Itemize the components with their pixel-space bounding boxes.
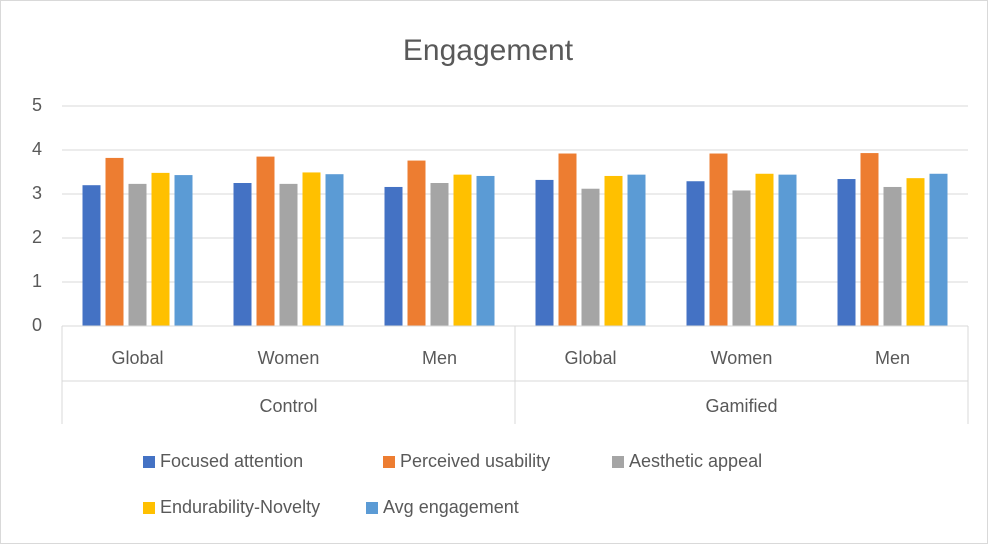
legend-swatch: [143, 502, 155, 514]
bar: [151, 172, 170, 326]
legend-label: Avg engagement: [383, 497, 519, 517]
x-tick-label: Women: [711, 348, 773, 368]
legend-label: Endurability-Novelty: [160, 497, 320, 517]
legend-label: Perceived usability: [400, 451, 550, 471]
legend-swatch: [143, 456, 155, 468]
legend-swatch: [366, 502, 378, 514]
bar: [105, 157, 124, 326]
group-label: Control: [259, 396, 317, 416]
bar: [453, 174, 472, 326]
legend-label: Aesthetic appeal: [629, 451, 762, 471]
x-tick-label: Global: [111, 348, 163, 368]
bar: [558, 153, 577, 326]
x-tick-label: Global: [564, 348, 616, 368]
y-tick-label: 1: [32, 271, 42, 291]
bar: [929, 173, 948, 326]
bar: [837, 179, 856, 326]
y-tick-label: 5: [32, 95, 42, 115]
bar: [535, 179, 554, 326]
bar: [233, 183, 252, 326]
y-tick-label: 3: [32, 183, 42, 203]
bar: [604, 175, 623, 326]
x-tick-label: Men: [422, 348, 457, 368]
bar: [476, 175, 495, 326]
y-tick-label: 4: [32, 139, 42, 159]
legend-label: Focused attention: [160, 451, 303, 471]
bar: [883, 186, 902, 326]
bar: [407, 160, 426, 326]
bar: [627, 174, 646, 326]
bar: [906, 178, 925, 326]
bar: [686, 181, 705, 326]
y-tick-label: 2: [32, 227, 42, 247]
bar: [430, 183, 449, 326]
bar: [82, 185, 101, 326]
chart-title: Engagement: [403, 34, 574, 67]
legend-swatch: [612, 456, 624, 468]
y-tick-label: 0: [32, 315, 42, 335]
group-label: Gamified: [705, 396, 777, 416]
bar: [709, 153, 728, 326]
legend-swatch: [383, 456, 395, 468]
x-tick-label: Men: [875, 348, 910, 368]
bar: [778, 174, 797, 326]
bar: [755, 173, 774, 326]
bar: [732, 190, 751, 326]
bar: [256, 156, 275, 326]
bar: [302, 172, 321, 326]
bar: [384, 186, 403, 326]
bar: [325, 174, 344, 326]
bar: [128, 183, 147, 326]
bar: [581, 188, 600, 326]
x-tick-label: Women: [258, 348, 320, 368]
bar: [860, 153, 879, 326]
bar: [174, 175, 193, 326]
bar: [279, 183, 298, 326]
